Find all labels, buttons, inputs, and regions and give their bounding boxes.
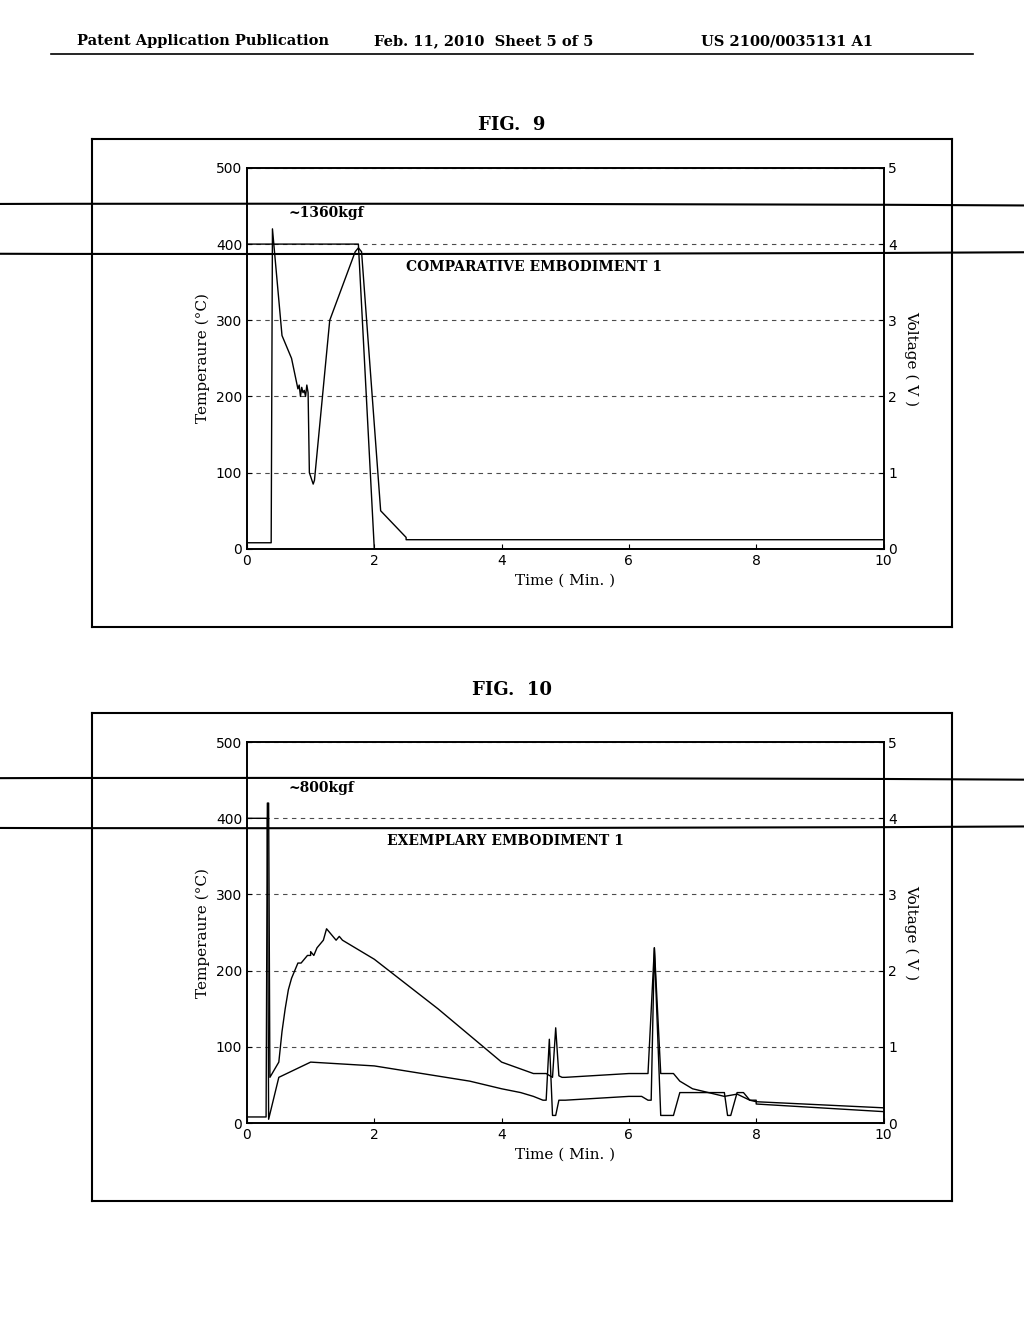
Y-axis label: Temperaure (°C): Temperaure (°C) [196, 293, 210, 424]
X-axis label: Time ( Min. ): Time ( Min. ) [515, 1147, 615, 1162]
Y-axis label: Voltage ( V ): Voltage ( V ) [904, 884, 919, 981]
Text: ~800kgf: ~800kgf [289, 780, 354, 795]
Text: US 2100/0035131 A1: US 2100/0035131 A1 [701, 34, 873, 49]
Text: COMPARATIVE EMBODIMENT 1: COMPARATIVE EMBODIMENT 1 [407, 260, 663, 273]
Text: Patent Application Publication: Patent Application Publication [77, 34, 329, 49]
Text: FIG.  10: FIG. 10 [472, 681, 552, 700]
X-axis label: Time ( Min. ): Time ( Min. ) [515, 573, 615, 587]
Text: Feb. 11, 2010  Sheet 5 of 5: Feb. 11, 2010 Sheet 5 of 5 [374, 34, 593, 49]
Y-axis label: Voltage ( V ): Voltage ( V ) [904, 310, 919, 407]
Text: ~1360kgf: ~1360kgf [289, 206, 364, 220]
Text: FIG.  9: FIG. 9 [478, 116, 546, 135]
Y-axis label: Temperaure (°C): Temperaure (°C) [196, 867, 210, 998]
Text: EXEMPLARY EMBODIMENT 1: EXEMPLARY EMBODIMENT 1 [387, 834, 624, 847]
